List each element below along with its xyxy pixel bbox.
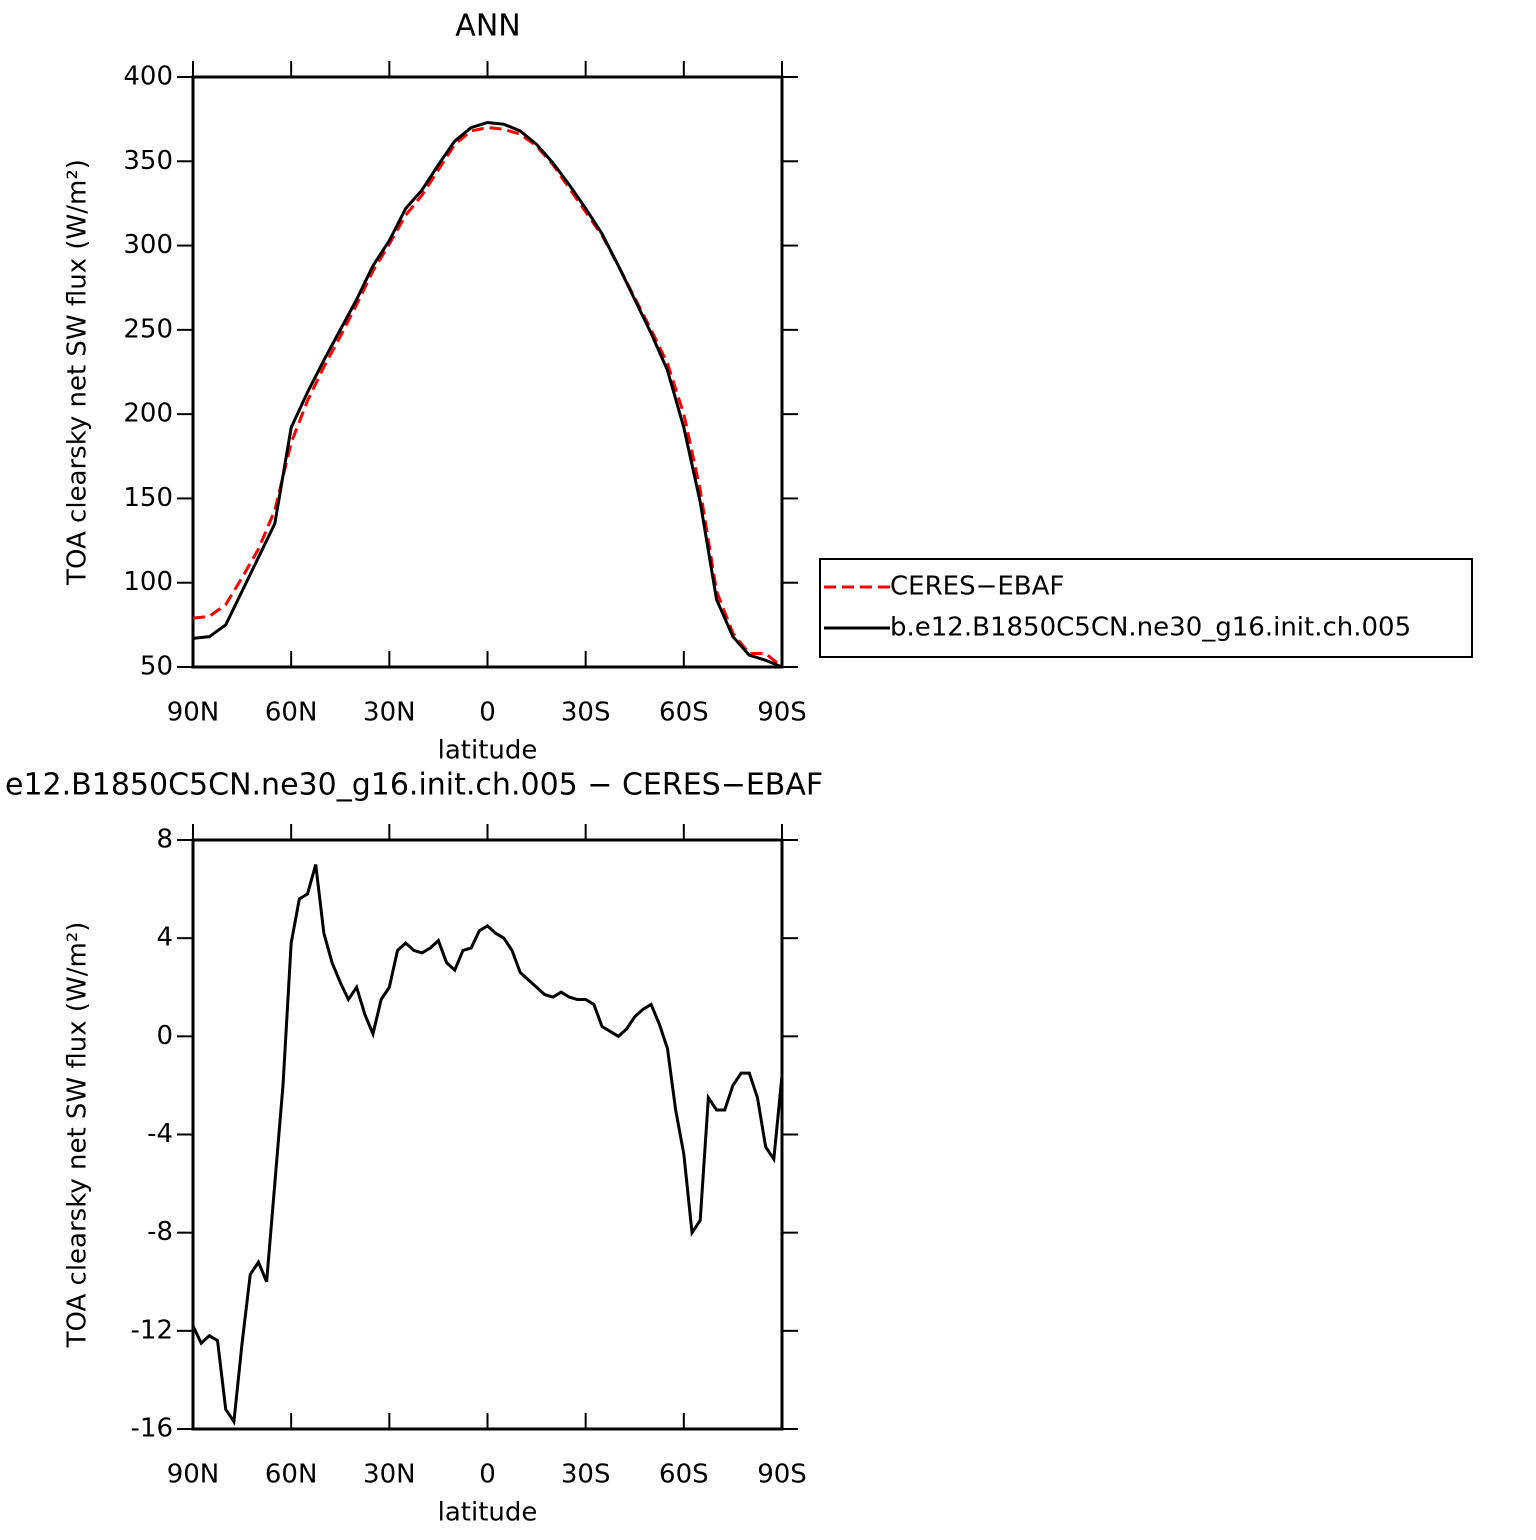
x-tick-label: 90N: [167, 698, 220, 728]
y-axis-label: TOA clearsky net SW flux (W/m²): [63, 159, 93, 586]
x-axis-label: latitude: [438, 1498, 538, 1528]
x-tick-label: 30S: [561, 1460, 611, 1490]
y-tick-label: -12: [131, 1315, 173, 1345]
data-line: [192, 126, 783, 669]
legend-box: [819, 558, 1473, 658]
x-tick-label: 90N: [167, 1460, 220, 1490]
y-tick-label: -16: [131, 1414, 173, 1444]
x-tick-label: 30N: [363, 698, 416, 728]
y-tick-label: 50: [140, 652, 173, 682]
x-tick-label: 0: [479, 698, 496, 728]
data-line: [192, 120, 783, 669]
y-axis-label: TOA clearsky net SW flux (W/m²): [63, 922, 93, 1349]
x-tick-label: 60N: [265, 698, 318, 728]
chart-title: e12.B1850C5CN.ne30_g16.init.ch.005 − CER…: [5, 768, 823, 803]
y-tick-label: 200: [123, 399, 173, 429]
x-tick-label: 0: [479, 1460, 496, 1490]
y-tick-label: 300: [123, 230, 173, 260]
y-tick-label: 250: [123, 314, 173, 344]
y-tick-label: -8: [147, 1217, 173, 1247]
x-axis-label: latitude: [438, 736, 538, 766]
data-line: [191, 864, 784, 1426]
plot-frame: [191, 838, 784, 1431]
chart-title: ANN: [455, 9, 520, 44]
y-tick-label: 4: [156, 923, 173, 953]
x-tick-label: 30S: [561, 698, 611, 728]
x-tick-label: 90S: [757, 698, 807, 728]
y-tick-label: -4: [147, 1119, 173, 1149]
x-tick-label: 30N: [363, 1460, 416, 1490]
y-tick-label: 150: [123, 483, 173, 513]
y-tick-label: 100: [123, 567, 173, 597]
x-tick-label: 60S: [659, 698, 709, 728]
x-tick-label: 60S: [659, 1460, 709, 1490]
y-tick-label: 0: [156, 1021, 173, 1051]
legend-label: b.e12.B1850C5CN.ne30_g16.init.ch.005: [890, 613, 1411, 643]
x-tick-label: 90S: [757, 1460, 807, 1490]
y-tick-label: 400: [123, 62, 173, 92]
y-tick-label: 8: [156, 825, 173, 855]
plot-frame: [191, 75, 784, 669]
x-tick-label: 60N: [265, 1460, 318, 1490]
y-tick-label: 350: [123, 146, 173, 176]
legend-label: CERES−EBAF: [890, 572, 1064, 602]
